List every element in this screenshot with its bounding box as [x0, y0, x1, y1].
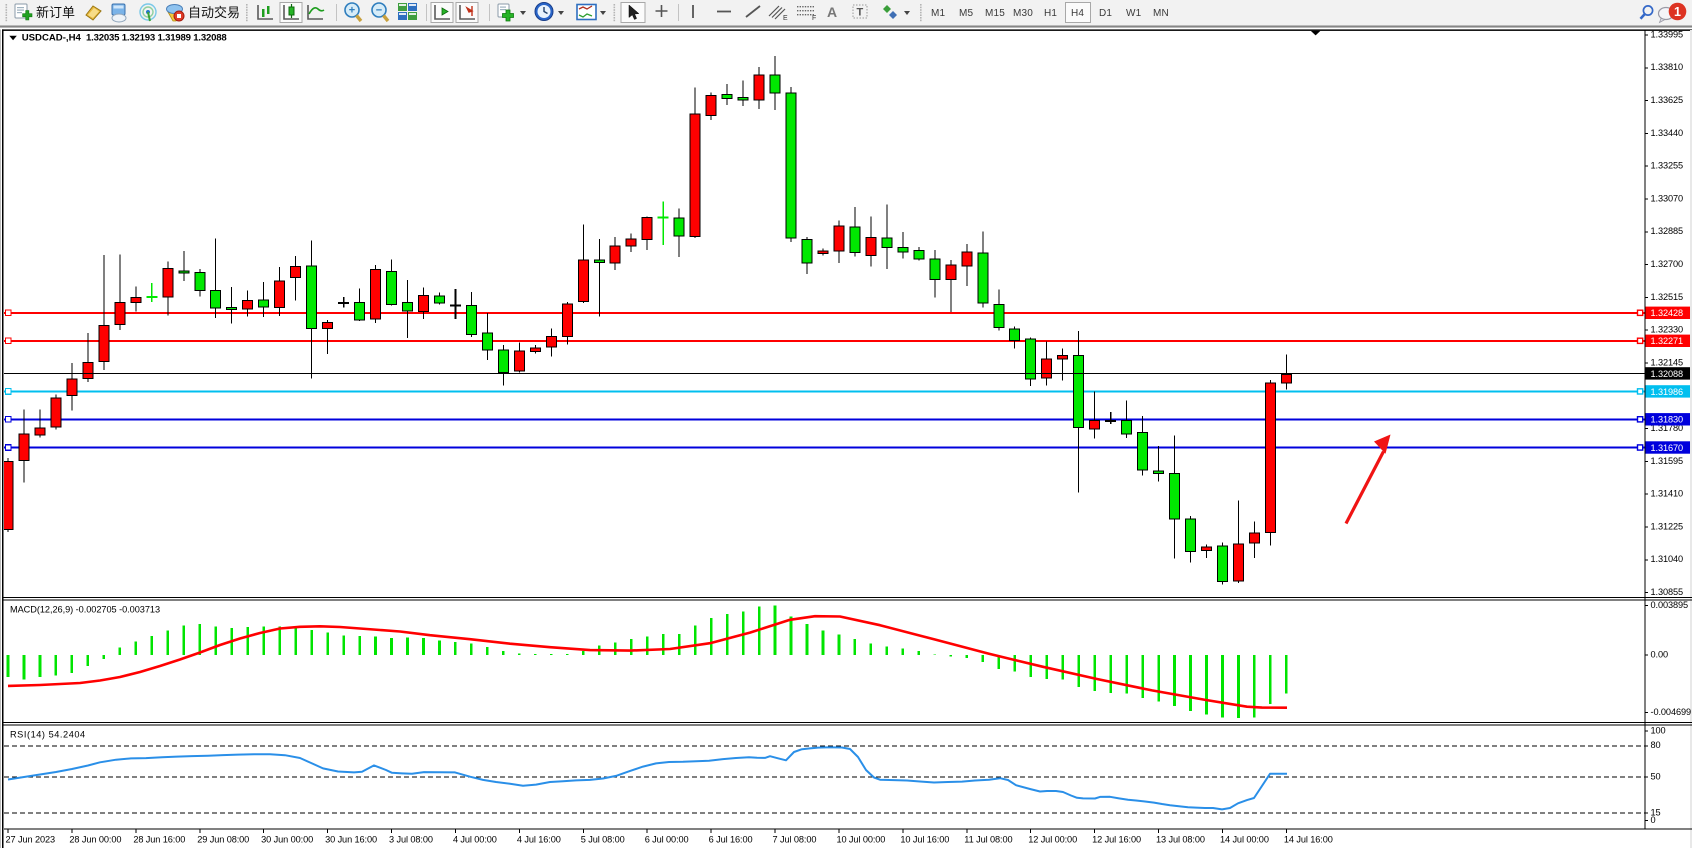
svg-text:6 Jul 00:00: 6 Jul 00:00: [645, 835, 689, 845]
svg-text:1.32088: 1.32088: [1651, 369, 1684, 379]
svg-text:1.32035 1.32193 1.31989 1.3208: 1.32035 1.32193 1.31989 1.32088: [86, 32, 227, 43]
svg-text:USDCAD-,H4: USDCAD-,H4: [22, 32, 82, 43]
svg-text:1.33995: 1.33995: [1651, 29, 1684, 39]
svg-text:M1: M1: [931, 8, 946, 19]
svg-text:1.31830: 1.31830: [1651, 415, 1684, 425]
svg-text:−: −: [376, 5, 382, 17]
svg-text:1.31040: 1.31040: [1651, 554, 1684, 564]
svg-text:E: E: [783, 15, 788, 22]
svg-text:0.00: 0.00: [1651, 650, 1668, 660]
svg-text:0: 0: [1651, 815, 1656, 825]
svg-text:1.31780: 1.31780: [1651, 423, 1684, 433]
svg-text:M15: M15: [985, 8, 1005, 19]
svg-text:MN: MN: [1153, 8, 1169, 19]
svg-text:100: 100: [1651, 725, 1666, 735]
svg-text:28 Jun 00:00: 28 Jun 00:00: [69, 835, 121, 845]
svg-text:1.32330: 1.32330: [1651, 325, 1684, 335]
svg-text:30 Jun 00:00: 30 Jun 00:00: [261, 835, 313, 845]
svg-text:H4: H4: [1071, 8, 1084, 19]
svg-text:1.32145: 1.32145: [1651, 357, 1684, 367]
svg-text:14 Jul 16:00: 14 Jul 16:00: [1284, 835, 1333, 845]
svg-text:12 Jul 00:00: 12 Jul 00:00: [1028, 835, 1077, 845]
svg-text:5 Jul 08:00: 5 Jul 08:00: [581, 835, 625, 845]
svg-text:4 Jul 16:00: 4 Jul 16:00: [517, 835, 561, 845]
svg-text:A: A: [827, 4, 837, 20]
svg-text:50: 50: [1651, 771, 1661, 781]
svg-text:6 Jul 16:00: 6 Jul 16:00: [709, 835, 753, 845]
svg-text:1.32428: 1.32428: [1651, 308, 1684, 318]
svg-text:12 Jul 16:00: 12 Jul 16:00: [1092, 835, 1141, 845]
svg-text:28 Jun 16:00: 28 Jun 16:00: [133, 835, 185, 845]
svg-text:自动交易: 自动交易: [188, 5, 240, 20]
svg-text:1.32885: 1.32885: [1651, 226, 1684, 236]
svg-text:-0.004699: -0.004699: [1651, 707, 1691, 717]
svg-text:80: 80: [1651, 740, 1661, 750]
svg-text:0.003895: 0.003895: [1651, 600, 1689, 610]
svg-text:D1: D1: [1099, 8, 1112, 19]
svg-text:1.33625: 1.33625: [1651, 95, 1684, 105]
svg-text:T: T: [857, 7, 864, 19]
svg-text:14 Jul 00:00: 14 Jul 00:00: [1220, 835, 1269, 845]
svg-text:新订单: 新订单: [36, 5, 75, 20]
svg-text:29 Jun 08:00: 29 Jun 08:00: [197, 835, 249, 845]
svg-text:1.32700: 1.32700: [1651, 259, 1684, 269]
svg-text:H1: H1: [1044, 8, 1057, 19]
svg-text:10 Jul 00:00: 10 Jul 00:00: [836, 835, 885, 845]
svg-text:F: F: [812, 15, 816, 22]
svg-text:1.32271: 1.32271: [1651, 336, 1684, 346]
svg-text:1.31410: 1.31410: [1651, 489, 1684, 499]
svg-text:1.31670: 1.31670: [1651, 443, 1684, 453]
svg-text:1.33070: 1.33070: [1651, 193, 1684, 203]
svg-text:13 Jul 08:00: 13 Jul 08:00: [1156, 835, 1205, 845]
svg-text:15: 15: [1651, 807, 1661, 817]
svg-text:1.32515: 1.32515: [1651, 292, 1684, 302]
svg-text:+: +: [349, 5, 355, 17]
svg-text:4 Jul 00:00: 4 Jul 00:00: [453, 835, 497, 845]
svg-text:1.31595: 1.31595: [1651, 456, 1684, 466]
svg-text:7 Jul 08:00: 7 Jul 08:00: [773, 835, 817, 845]
svg-text:1.33810: 1.33810: [1651, 62, 1684, 72]
svg-text:27 Jun 2023: 27 Jun 2023: [6, 835, 55, 845]
svg-text:1.33255: 1.33255: [1651, 161, 1684, 171]
svg-text:MACD(12,26,9) -0.002705 -0.003: MACD(12,26,9) -0.002705 -0.003713: [10, 605, 160, 615]
svg-text:W1: W1: [1126, 8, 1142, 19]
svg-text:RSI(14) 54.2404: RSI(14) 54.2404: [10, 730, 86, 740]
svg-text:M5: M5: [959, 8, 974, 19]
svg-text:1.30855: 1.30855: [1651, 587, 1684, 597]
svg-text:30 Jun 16:00: 30 Jun 16:00: [325, 835, 377, 845]
svg-text:1.33440: 1.33440: [1651, 128, 1684, 138]
svg-text:11 Jul 08:00: 11 Jul 08:00: [964, 835, 1012, 845]
svg-text:3 Jul 08:00: 3 Jul 08:00: [389, 835, 433, 845]
svg-text:M30: M30: [1013, 8, 1033, 19]
svg-text:1.31225: 1.31225: [1651, 521, 1684, 531]
svg-text:1.31986: 1.31986: [1651, 387, 1684, 397]
svg-text:10 Jul 16:00: 10 Jul 16:00: [900, 835, 949, 845]
svg-text:1: 1: [1674, 5, 1681, 19]
